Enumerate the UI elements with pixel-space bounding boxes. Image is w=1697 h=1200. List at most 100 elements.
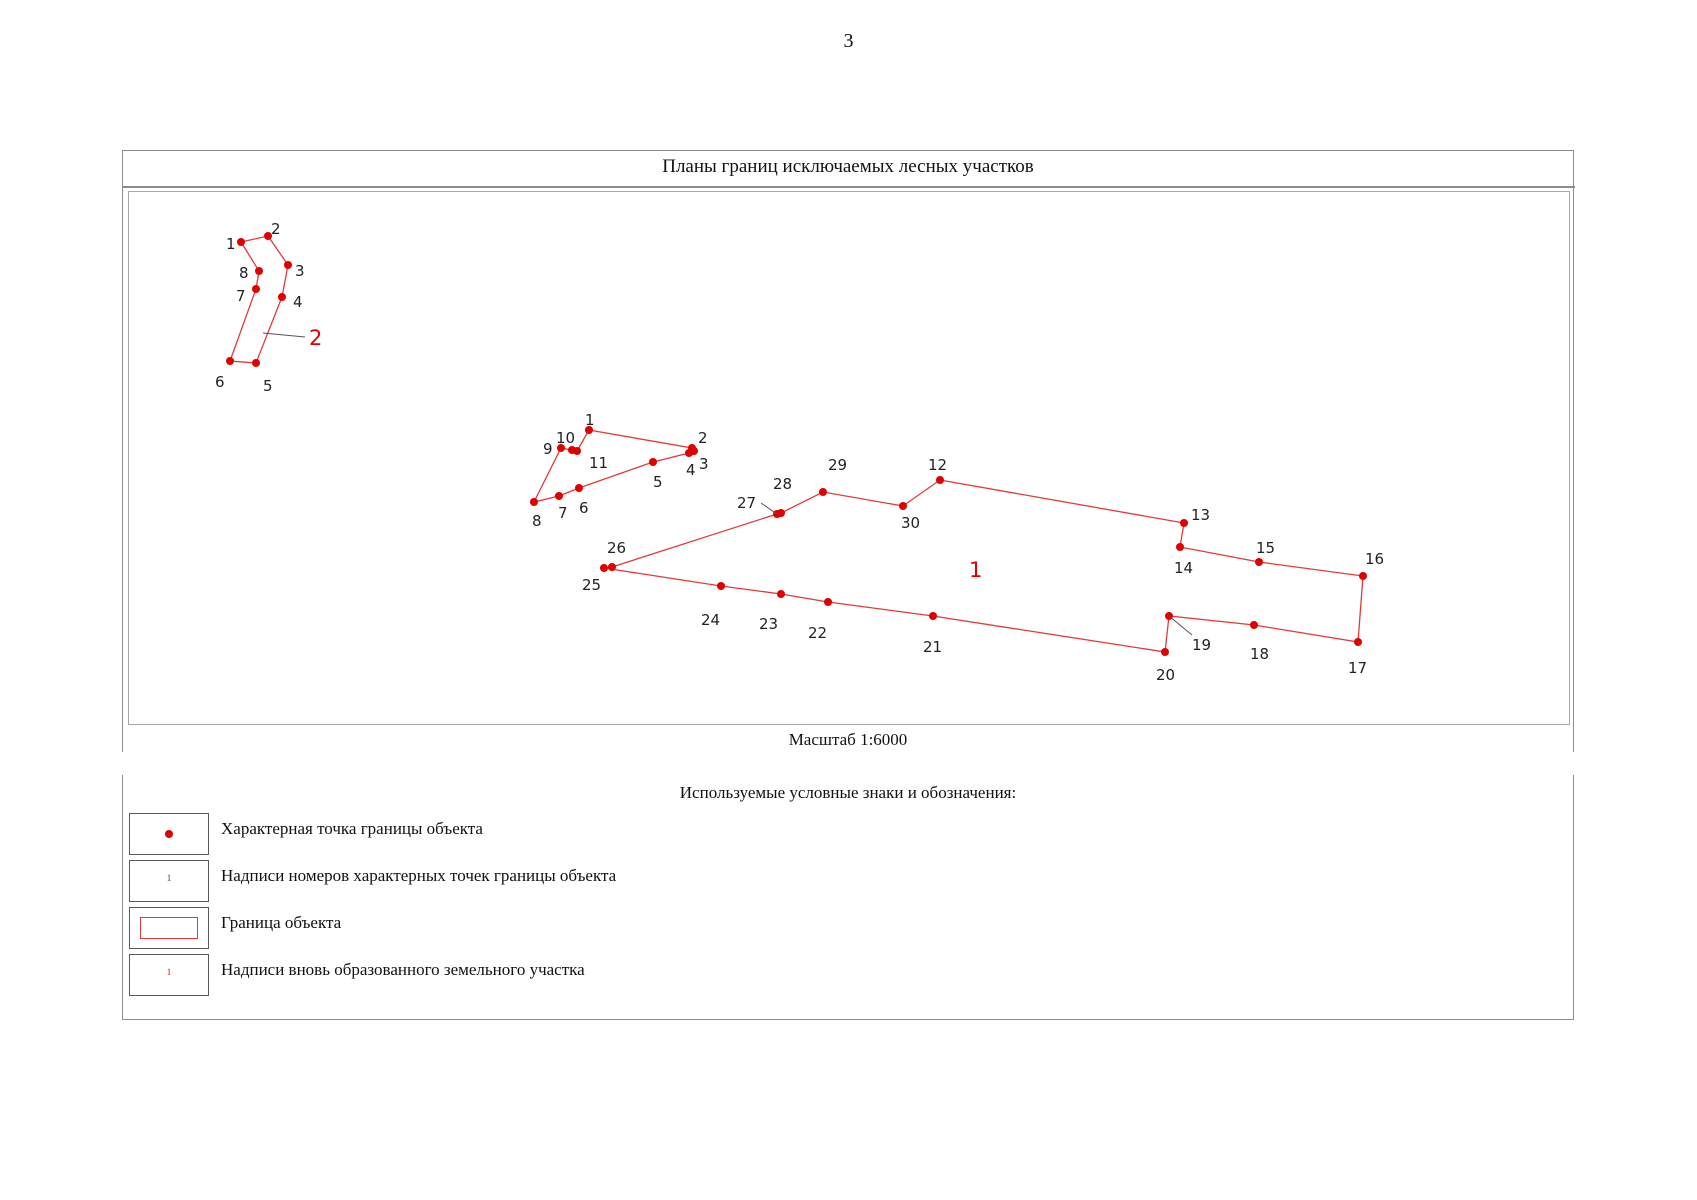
point-label: 23 xyxy=(759,615,778,633)
point-label: 17 xyxy=(1348,659,1367,677)
boundary-point xyxy=(284,261,292,269)
point-label: 2 xyxy=(698,429,708,447)
plan-frame: Планы границ исключаемых лесных участков… xyxy=(122,150,1575,752)
boundary-point xyxy=(530,498,538,506)
legend-item-parcel-number: 1 Надписи вновь образованного земельного… xyxy=(129,954,929,996)
boundary-point xyxy=(824,598,832,606)
boundary-point xyxy=(226,357,234,365)
point-label: 11 xyxy=(589,454,608,472)
point-label: 5 xyxy=(263,377,273,395)
boundary-point xyxy=(237,238,245,246)
point-label: 20 xyxy=(1156,666,1175,684)
point-label: 2 xyxy=(271,220,281,238)
boundary-point xyxy=(819,488,827,496)
boundary-point xyxy=(278,293,286,301)
boundary-point xyxy=(649,458,657,466)
point-label: 26 xyxy=(607,539,626,557)
boundary-point xyxy=(600,564,608,572)
point-symbol-icon xyxy=(165,830,173,838)
point-label: 21 xyxy=(923,638,942,656)
boundary-point xyxy=(264,232,272,240)
map-area: 2 1 2 3 4 5 6 7 8 xyxy=(128,191,1570,725)
boundary-point xyxy=(1255,558,1263,566)
point-label: 7 xyxy=(236,287,246,305)
legend-item-label: Надписи вновь образованного земельного у… xyxy=(221,960,585,979)
boundary-point xyxy=(777,590,785,598)
point-label: 4 xyxy=(686,461,696,479)
point-label: 29 xyxy=(828,456,847,474)
point-label: 10 xyxy=(556,429,575,447)
boundary-point xyxy=(777,509,785,517)
point-label: 28 xyxy=(773,475,792,493)
boundary-point xyxy=(936,476,944,484)
legend-item-point: Характерная точка границы объекта xyxy=(129,813,929,855)
point-label: 22 xyxy=(808,624,827,642)
legend-symbol-box xyxy=(129,813,209,855)
legend-panel: Используемые условные знаки и обозначени… xyxy=(122,775,1574,1020)
legend-item-label: Надписи номеров характерных точек границ… xyxy=(221,866,617,885)
point-label: 9 xyxy=(543,440,553,458)
boundary-point xyxy=(685,449,693,457)
boundary-point xyxy=(608,563,616,571)
point-label: 4 xyxy=(293,293,303,311)
boundary-point xyxy=(899,502,907,510)
point-label: 14 xyxy=(1174,559,1193,577)
plan-title: Планы границ исключаемых лесных участков xyxy=(662,156,1034,177)
title-divider xyxy=(122,186,1575,188)
point-label: 30 xyxy=(901,514,920,532)
point-label: 7 xyxy=(558,504,568,522)
point-label: 16 xyxy=(1365,550,1384,568)
boundary-point xyxy=(252,359,260,367)
point-label: 19 xyxy=(1192,636,1211,654)
point-label: 27 xyxy=(737,494,756,512)
point-label: 5 xyxy=(653,473,663,491)
parcel-2-leader xyxy=(262,332,306,338)
boundary-point xyxy=(1180,519,1188,527)
legend-item-label: Характерная точка границы объекта xyxy=(221,819,483,838)
boundary-point xyxy=(1161,648,1169,656)
point-label: 12 xyxy=(928,456,947,474)
legend-symbol-box: 1 xyxy=(129,860,209,902)
boundary-point xyxy=(1359,572,1367,580)
leader-line xyxy=(1168,615,1193,636)
parcel-2-label: 2 xyxy=(309,326,322,350)
frame-right-edge xyxy=(1573,150,1574,752)
point-label: 6 xyxy=(579,499,589,517)
boundary-point xyxy=(1250,621,1258,629)
point-label: 13 xyxy=(1191,506,1210,524)
legend-item-point-number: 1 Надписи номеров характерных точек гран… xyxy=(129,860,929,902)
boundary-symbol-icon xyxy=(140,917,198,939)
boundary-map: 2 1 2 3 4 5 6 7 8 xyxy=(215,220,1384,684)
page-number: 3 xyxy=(843,30,854,52)
point-label: 3 xyxy=(699,455,709,473)
point-label: 24 xyxy=(701,611,720,629)
point-label: 6 xyxy=(215,373,225,391)
boundary-point xyxy=(573,447,581,455)
point-label: 15 xyxy=(1256,539,1275,557)
boundary-point xyxy=(1176,543,1184,551)
point-label: 25 xyxy=(582,576,601,594)
boundary-point xyxy=(575,484,583,492)
point-label: 1 xyxy=(585,411,595,429)
legend-symbol-box xyxy=(129,907,209,949)
boundary-point xyxy=(717,582,725,590)
point-label: 8 xyxy=(532,512,542,530)
frame-left-edge xyxy=(122,150,123,752)
boundary-point xyxy=(929,612,937,620)
point-label: 8 xyxy=(239,264,249,282)
parcel-1-label: 1 xyxy=(969,558,982,582)
boundary-point xyxy=(555,492,563,500)
legend-symbol-box: 1 xyxy=(129,954,209,996)
point-label: 3 xyxy=(295,262,305,280)
scale-label: Масштаб 1:6000 xyxy=(788,730,908,749)
legend-item-boundary: Граница объекта xyxy=(129,907,929,949)
leader-line xyxy=(760,502,778,515)
legend-title: Используемые условные знаки и обозначени… xyxy=(679,783,1017,802)
boundary-point xyxy=(252,285,260,293)
parcel-2: 2 1 2 3 4 5 6 7 8 xyxy=(215,220,322,395)
parcel-1-part-a: 1 2 3 4 5 6 7 8 9 10 11 xyxy=(530,411,709,530)
parcel-1-part-b: 12 13 14 15 16 17 18 19 20 21 22 23 24 2… xyxy=(582,456,1384,684)
point-number-sample: 1 xyxy=(166,873,172,883)
point-label: 18 xyxy=(1250,645,1269,663)
boundary-point xyxy=(557,444,565,452)
